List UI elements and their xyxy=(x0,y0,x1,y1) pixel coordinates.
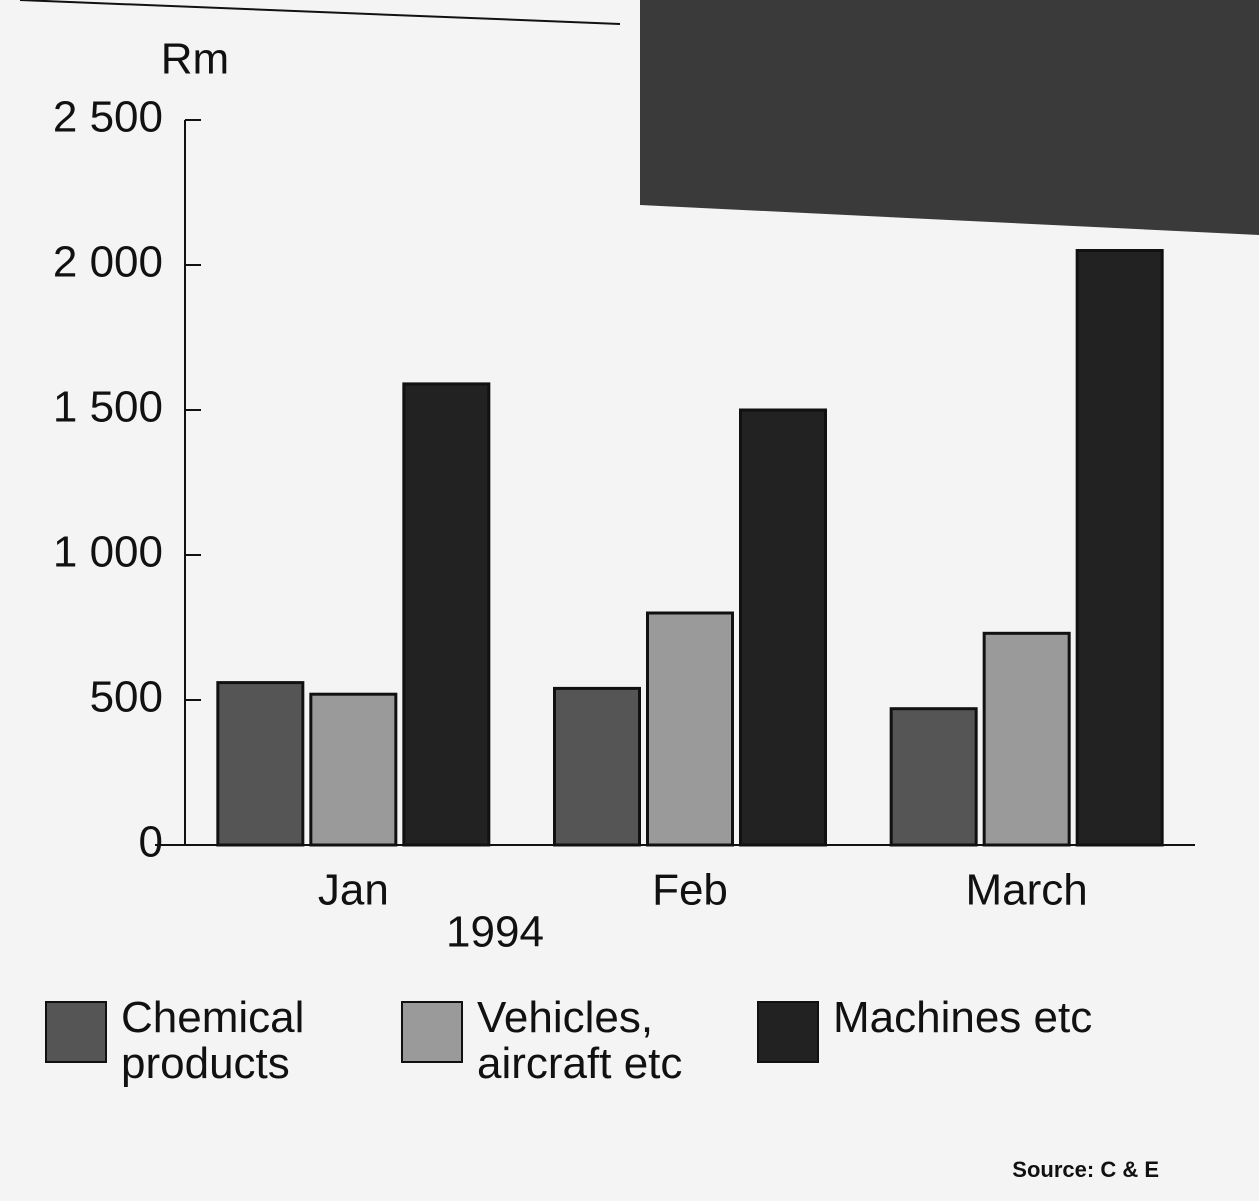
bar xyxy=(309,692,398,847)
legend-item: Machines etc xyxy=(757,993,1153,1087)
y-axis-label: Rm xyxy=(161,35,229,84)
bar xyxy=(739,408,827,847)
bar xyxy=(553,686,641,847)
bar xyxy=(1075,249,1164,847)
x-axis-label: 1994 xyxy=(446,908,544,957)
y-tick-label: 0 xyxy=(139,818,163,867)
bar xyxy=(646,611,734,847)
x-tick-label: March xyxy=(966,866,1088,915)
legend-swatch xyxy=(401,1001,463,1063)
legend-swatch xyxy=(757,1001,819,1063)
bar xyxy=(402,382,491,847)
x-tick-label: Feb xyxy=(652,866,728,915)
bar xyxy=(216,681,305,847)
y-tick-label: 2 500 xyxy=(53,93,163,142)
legend-label: Chemical products xyxy=(121,993,305,1089)
photo xyxy=(640,0,1259,235)
legend-label: Machines etc xyxy=(833,993,1093,1042)
legend-item: Vehicles, aircraft etc xyxy=(401,993,717,1089)
legend: Chemical products Vehicles, aircraft etc M… xyxy=(45,993,1153,1089)
source: Source: C & E xyxy=(1012,1157,1159,1182)
y-tick-label: 1 000 xyxy=(53,528,163,577)
y-tick-label: 1 500 xyxy=(53,383,163,432)
legend-swatch xyxy=(45,1001,107,1063)
y-tick-label: 2 000 xyxy=(53,238,163,287)
bar xyxy=(982,631,1071,847)
bar xyxy=(889,707,978,847)
y-tick-label: 500 xyxy=(90,673,163,722)
legend-label: Vehicles, aircraft etc xyxy=(477,993,683,1089)
frame-line xyxy=(19,0,621,25)
x-tick-label: Jan xyxy=(318,866,389,915)
legend-item: Chemical products xyxy=(45,993,361,1089)
